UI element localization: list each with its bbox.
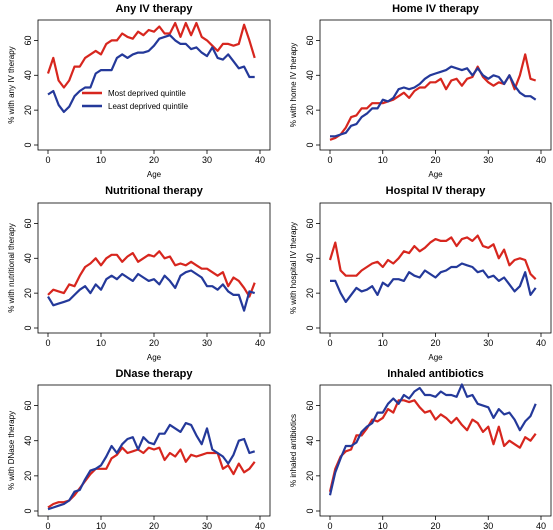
y-tick-label: 40 [305, 253, 315, 263]
series-line-least-deprived [47, 34, 255, 114]
x-tick-label: 10 [96, 338, 106, 348]
y-tick-label: 0 [23, 508, 33, 513]
y-tick-label: 0 [305, 508, 315, 513]
y-axis-label: % inhaled antibiotics [289, 414, 298, 487]
plot-frame [319, 202, 552, 334]
y-tick-label: 40 [23, 70, 33, 80]
x-tick-label: 20 [149, 338, 159, 348]
x-axis-label: Age [428, 170, 443, 179]
x-tick-label: 30 [483, 338, 493, 348]
chart-panel-1: Any IV therapy 0 10 20 30 40 0 20 40 60 Age % with … [7, 3, 271, 179]
y-tick-label: 20 [23, 288, 33, 298]
x-tick-label: 0 [327, 521, 332, 530]
chart-panel-2: Home IV therapy 0 10 20 30 40 0 20 40 60 Age % with… [289, 3, 552, 179]
y-tick-label: 20 [305, 288, 315, 298]
y-tick-label: 0 [305, 142, 315, 147]
y-tick-label: 20 [305, 105, 315, 115]
series-line-least-deprived [330, 65, 537, 138]
y-axis-label: % with hospital IV therapy [289, 222, 298, 314]
legend-label: Most deprived quintile [108, 89, 186, 98]
y-tick-label: 60 [305, 35, 315, 45]
x-tick-label: 10 [378, 338, 388, 348]
y-tick-label: 40 [23, 253, 33, 263]
y-tick-label: 60 [23, 218, 33, 228]
chart-title: Nutritional therapy [105, 185, 204, 197]
y-tick-label: 20 [23, 105, 33, 115]
y-tick-label: 40 [305, 70, 315, 80]
series-line-least-deprived [47, 269, 256, 312]
chart-panel-3: Nutritional therapy 0 10 20 30 40 0 20 40 60 Age % … [7, 185, 271, 362]
x-tick-label: 10 [378, 155, 388, 165]
chart-title: Inhaled antibiotics [387, 368, 484, 380]
y-axis-label: % with any IV therapy [7, 46, 16, 123]
chart-title: Home IV therapy [392, 3, 480, 15]
y-tick-label: 20 [23, 471, 33, 481]
x-tick-label: 20 [430, 155, 440, 165]
y-tick-label: 60 [305, 218, 315, 228]
y-tick-label: 60 [23, 35, 33, 45]
plot-frame [319, 384, 552, 517]
x-tick-label: 30 [483, 521, 493, 530]
legend-label: Least deprived quintile [108, 102, 189, 111]
y-tick-label: 0 [23, 325, 33, 330]
x-tick-label: 40 [255, 338, 265, 348]
series-line-most-deprived [46, 21, 256, 89]
series-line-least-deprived [47, 422, 256, 511]
y-tick-label: 40 [23, 436, 33, 446]
x-tick-label: 0 [327, 338, 332, 348]
x-tick-label: 20 [430, 338, 440, 348]
x-tick-label: 10 [96, 521, 106, 530]
x-tick-label: 40 [536, 338, 546, 348]
series-line-most-deprived [328, 234, 537, 280]
x-tick-label: 10 [96, 155, 106, 165]
x-tick-label: 30 [483, 155, 493, 165]
y-tick-label: 0 [305, 325, 315, 330]
x-axis-label: Age [428, 353, 443, 362]
x-tick-label: 20 [430, 521, 440, 530]
x-tick-label: 30 [202, 155, 212, 165]
x-tick-label: 20 [149, 521, 159, 530]
chart-panel-6: Inhaled antibiotics0102030400204060Age% … [289, 368, 552, 530]
y-tick-label: 0 [23, 142, 33, 147]
x-tick-label: 40 [536, 521, 546, 530]
x-tick-label: 30 [202, 521, 212, 530]
y-axis-label: % with nutritional therapy [7, 223, 16, 312]
x-tick-label: 0 [327, 155, 332, 165]
series-line-least-deprived [330, 262, 537, 303]
x-tick-label: 40 [255, 521, 265, 530]
x-tick-label: 20 [149, 155, 159, 165]
legend: Most deprived quintile Least deprived qui… [82, 89, 189, 111]
x-tick-label: 40 [255, 155, 265, 165]
plot-frame [37, 19, 271, 151]
chart-title: Any IV therapy [115, 3, 193, 15]
x-axis-label: Age [147, 170, 162, 179]
series-line-most-deprived [47, 250, 256, 298]
y-tick-label: 20 [305, 471, 315, 481]
y-tick-label: 60 [305, 401, 315, 411]
chart-panel-4: Hospital IV therapy 0 10 20 30 40 0 20 40 60 Age % … [289, 185, 552, 362]
x-axis-label: Age [147, 353, 162, 362]
series-line-least-deprived [328, 383, 537, 496]
x-tick-label: 0 [45, 155, 50, 165]
chart-title: DNase therapy [115, 368, 193, 380]
x-tick-label: 0 [45, 338, 50, 348]
series-line-most-deprived [328, 399, 537, 492]
x-tick-label: 0 [45, 521, 50, 530]
y-tick-label: 40 [305, 436, 315, 446]
x-tick-label: 30 [202, 338, 212, 348]
plot-frame [37, 202, 271, 334]
chart-title: Hospital IV therapy [386, 185, 487, 197]
series-line-most-deprived [329, 53, 537, 141]
y-axis-label: % with home IV therapy [289, 43, 298, 127]
y-axis-label: % with DNase therapy [7, 411, 16, 490]
x-tick-label: 10 [378, 521, 388, 530]
y-tick-label: 60 [23, 401, 33, 411]
x-tick-label: 40 [536, 155, 546, 165]
